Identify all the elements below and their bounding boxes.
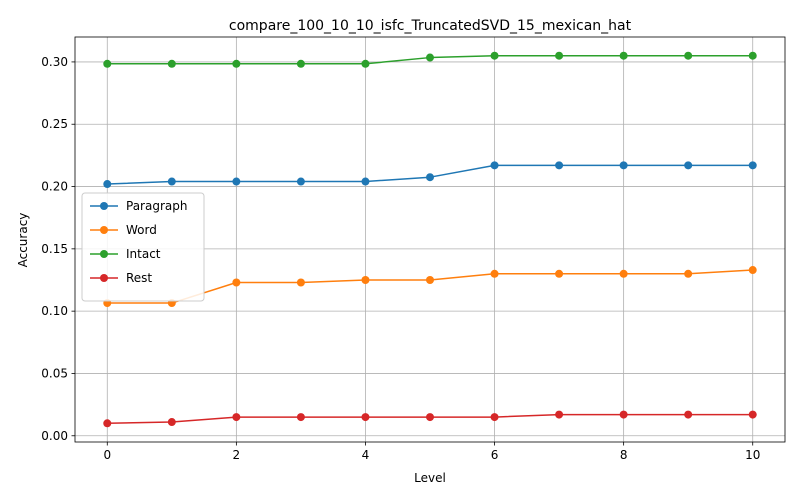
x-tick-label: 8 xyxy=(620,448,628,462)
data-point-rest xyxy=(619,410,628,419)
legend-marker xyxy=(100,226,108,234)
data-point-intact xyxy=(555,51,564,60)
x-tick-label: 0 xyxy=(103,448,111,462)
data-point-word xyxy=(555,269,564,278)
axes: 0 2 4 6 8 10 0.00 0.05 0.10 0.15 0.20 0.25 0.30 xyxy=(41,36,786,462)
data-point-word xyxy=(426,276,434,284)
data-point-paragraph xyxy=(748,161,757,170)
y-tick-label: 0.00 xyxy=(41,429,68,443)
data-point-paragraph xyxy=(619,161,628,170)
y-tick-label: 0.20 xyxy=(41,180,68,194)
data-point-intact xyxy=(490,51,499,60)
legend-marker xyxy=(100,274,108,282)
plot-frame xyxy=(74,36,786,443)
legend-item-word: Word xyxy=(90,223,157,237)
y-tick-label: 0.10 xyxy=(41,304,68,318)
chart-title: compare_100_10_10_isfc_TruncatedSVD_15_m… xyxy=(229,18,632,34)
data-point-intact xyxy=(103,59,112,68)
legend-box xyxy=(81,192,205,302)
y-tick-label: 0.25 xyxy=(41,117,68,131)
data-point-paragraph xyxy=(296,177,305,186)
data-point-rest xyxy=(684,410,693,419)
data-point-word xyxy=(361,276,370,284)
data-point-intact xyxy=(748,51,757,60)
data-point-rest xyxy=(103,419,112,428)
data-point-intact xyxy=(619,51,628,60)
data-point-rest xyxy=(361,413,370,422)
data-point-word xyxy=(619,269,628,278)
data-point-rest xyxy=(426,413,434,422)
data-point-paragraph xyxy=(361,177,370,186)
legend-label: Paragraph xyxy=(126,199,187,213)
legend-label: Intact xyxy=(126,247,161,261)
data-point-paragraph xyxy=(103,180,112,189)
legend-item-rest: Rest xyxy=(90,271,152,285)
data-point-intact xyxy=(232,59,241,68)
data-point-paragraph xyxy=(490,161,499,170)
data-point-word xyxy=(490,269,499,278)
data-point-paragraph xyxy=(167,177,176,186)
data-point-paragraph xyxy=(426,173,434,182)
series-intact xyxy=(103,51,757,68)
y-tick-label: 0.05 xyxy=(41,366,68,380)
data-point-intact xyxy=(296,59,305,68)
x-tick-label: 10 xyxy=(745,448,760,462)
data-point-intact xyxy=(361,59,370,68)
data-point-rest xyxy=(296,413,305,422)
data-point-rest xyxy=(555,410,564,419)
legend-label: Rest xyxy=(126,271,152,285)
y-axis-label: Accuracy xyxy=(16,213,30,268)
x-tick-label: 6 xyxy=(491,448,499,462)
x-tick-label: 2 xyxy=(233,448,241,462)
y-tick-label: 0.30 xyxy=(41,55,68,69)
x-axis-label: Level xyxy=(414,471,446,485)
legend-item-paragraph: Paragraph xyxy=(90,199,187,213)
legend-marker xyxy=(100,202,108,210)
data-point-rest xyxy=(232,413,241,422)
series-rest xyxy=(103,410,757,428)
data-point-paragraph xyxy=(684,161,693,170)
grid xyxy=(75,37,785,442)
data-point-word xyxy=(296,278,305,287)
x-tick-label: 4 xyxy=(362,448,370,462)
legend-label: Word xyxy=(126,223,157,237)
legend: Paragraph Word Intact Rest xyxy=(81,192,205,302)
data-point-rest xyxy=(167,418,176,427)
data-point-intact xyxy=(684,51,693,60)
data-point-rest xyxy=(490,413,499,422)
legend-item-intact: Intact xyxy=(90,247,161,261)
data-point-paragraph xyxy=(555,161,564,170)
legend-marker xyxy=(100,250,108,258)
data-point-word xyxy=(232,278,241,287)
data-point-rest xyxy=(748,410,757,419)
data-point-word xyxy=(748,266,757,275)
series-paragraph xyxy=(103,161,757,189)
data-point-word xyxy=(684,269,693,278)
y-tick-label: 0.15 xyxy=(41,242,68,256)
data-point-paragraph xyxy=(232,177,241,186)
data-point-intact xyxy=(426,53,434,62)
data-point-intact xyxy=(167,59,176,68)
